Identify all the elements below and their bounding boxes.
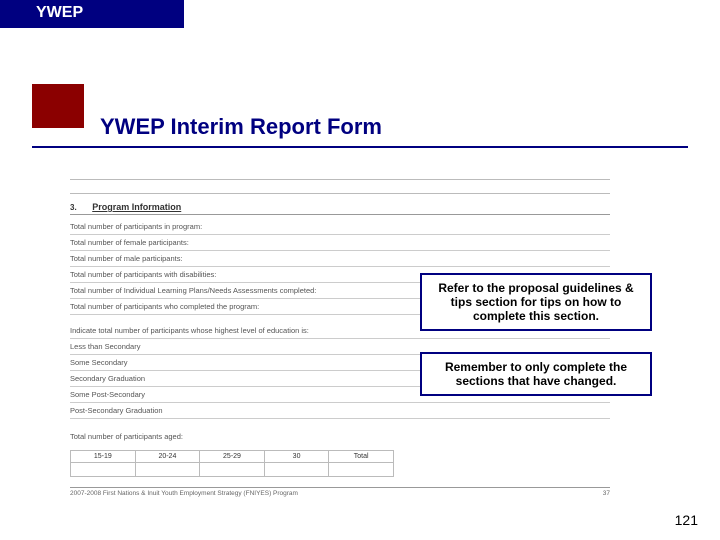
page-title: YWEP Interim Report Form — [100, 114, 382, 140]
form-footer: 2007-2008 First Nations & Inuit Youth Em… — [70, 487, 610, 497]
page-number: 121 — [675, 512, 698, 528]
blank-line — [70, 168, 610, 180]
section-number: 3. — [70, 203, 90, 212]
table-row: 15-19 20-24 25-29 30 Total — [71, 451, 394, 463]
blank-line — [70, 182, 610, 194]
callout-text: Remember to only complete the sections t… — [445, 360, 627, 388]
age-header: 25-29 — [200, 451, 265, 463]
section-title: Program Information — [92, 202, 181, 212]
age-table: 15-19 20-24 25-29 30 Total — [70, 450, 394, 477]
age-header: 30 — [264, 451, 329, 463]
section-header-row: 3. Program Information — [70, 202, 610, 215]
title-underline — [32, 146, 688, 148]
footer-left: 2007-2008 First Nations & Inuit Youth Em… — [70, 490, 298, 497]
title-accent-square — [32, 84, 84, 128]
form-row: Total number of participants in program: — [70, 219, 610, 235]
table-row — [71, 463, 394, 477]
header-bar: YWEP — [0, 0, 184, 28]
age-intro: Total number of participants aged: — [70, 429, 610, 444]
form-row: Total number of male participants: — [70, 251, 610, 267]
form-document: 3. Program Information Total number of p… — [70, 168, 610, 497]
age-header: 15-19 — [71, 451, 136, 463]
edu-row: Post-Secondary Graduation — [70, 403, 610, 419]
callout-text: Refer to the proposal guidelines & tips … — [438, 281, 633, 323]
callout-guidelines: Refer to the proposal guidelines & tips … — [420, 273, 652, 331]
age-header: 20-24 — [135, 451, 200, 463]
callout-remember: Remember to only complete the sections t… — [420, 352, 652, 396]
form-row: Total number of female participants: — [70, 235, 610, 251]
age-header: Total — [329, 451, 394, 463]
footer-right: 37 — [603, 490, 610, 497]
header-label: YWEP — [36, 4, 83, 21]
